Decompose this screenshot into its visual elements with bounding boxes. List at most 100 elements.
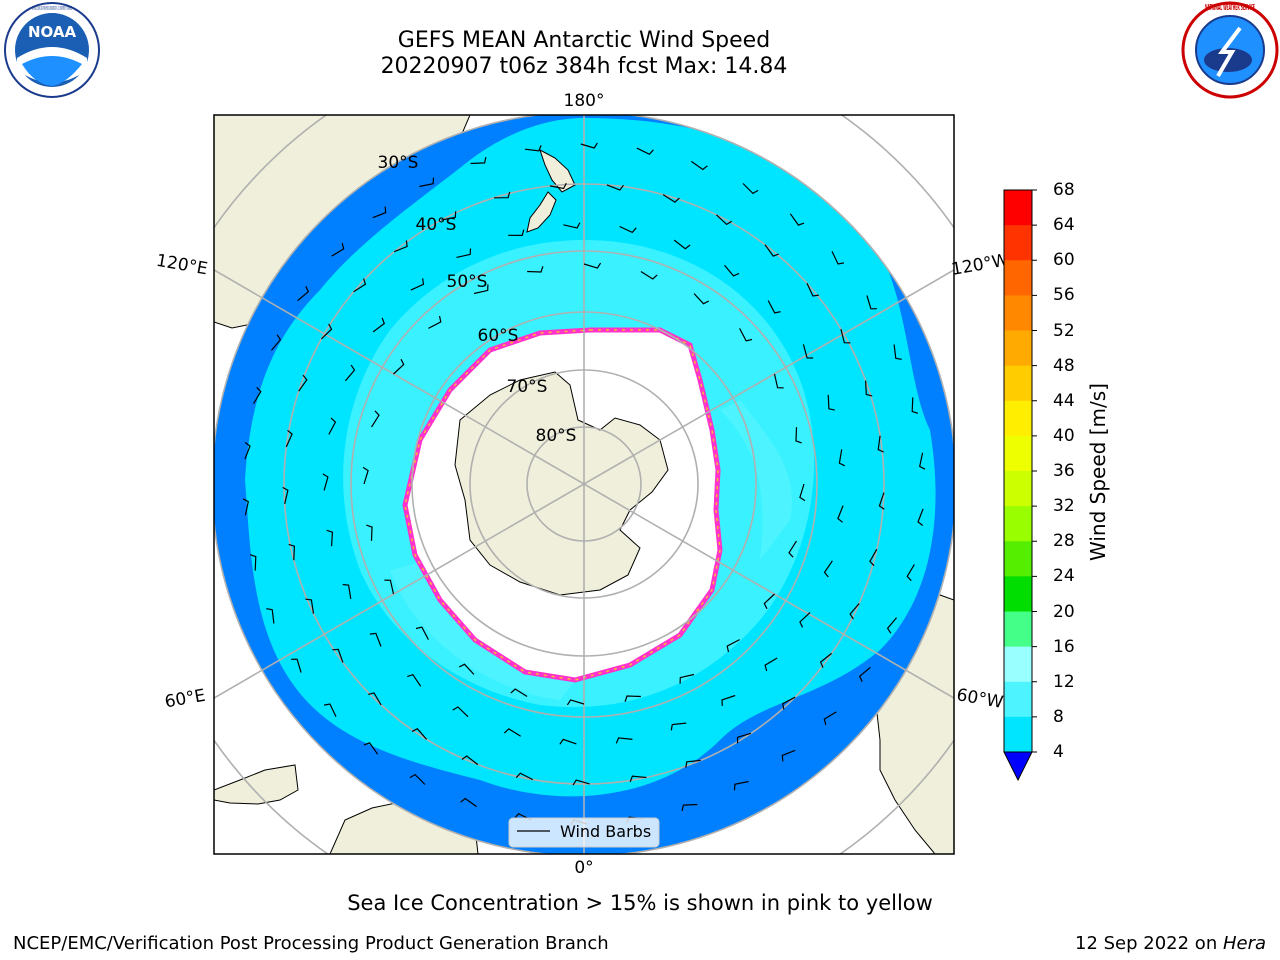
colorbar-segment [1004, 365, 1032, 402]
wind-barb [515, 772, 534, 781]
wind-barb [297, 285, 310, 302]
wind-barb [282, 486, 289, 505]
lon-label-120w: 120°W [950, 250, 1011, 280]
wind-barb [372, 206, 387, 219]
colorbar-tick-label: 68 [1053, 180, 1075, 200]
wind-barb [691, 160, 708, 171]
noaa-ring-text: NATIONAL OCEANIC AND ATMOSPHERIC ADMINIS… [32, 6, 72, 12]
wind-barb [640, 270, 658, 280]
map-frame [213, 114, 955, 855]
wind-barb [242, 498, 249, 516]
colorbar-segment [1004, 471, 1032, 507]
wind-barb [662, 194, 680, 203]
wind-barb [831, 251, 845, 265]
wind-barb [320, 323, 333, 340]
wind-barb [460, 797, 477, 808]
wind-barb [458, 663, 475, 675]
wind-barb [679, 673, 695, 684]
wind-barb [372, 317, 386, 333]
wind-barb [323, 703, 337, 717]
wind-barb [253, 386, 262, 404]
wind-barb [298, 374, 308, 392]
nws-logo: NATIONAL WEATHER SERVICE [1181, 1, 1279, 99]
wind-barb [559, 738, 577, 745]
wind-barb [866, 295, 877, 310]
wind-barb [819, 652, 832, 668]
wind-barb [353, 278, 367, 293]
wind-barb [919, 452, 926, 470]
wind-barb [673, 239, 691, 250]
wind-barb [878, 492, 885, 510]
colorbar-tick-label: 36 [1053, 461, 1075, 481]
land-antarctica [454, 371, 669, 596]
wind-barb [419, 177, 435, 188]
wind-barb [508, 229, 525, 237]
chart-title: GEFS MEAN Antarctic Wind Speed [397, 28, 771, 53]
colorbar-segment [1004, 646, 1032, 683]
wind-barb [285, 429, 293, 448]
wind-barb [906, 564, 915, 582]
wind-barb [736, 732, 752, 744]
wind-barb [549, 182, 567, 190]
footer-host: Hera [1222, 933, 1266, 954]
wind-barb [721, 694, 736, 706]
colorbar-tick-label: 28 [1053, 531, 1075, 552]
wind-barb [452, 706, 469, 718]
colorbar-segment [1004, 295, 1032, 331]
wind-barb [473, 284, 489, 295]
wind-barb [715, 214, 733, 226]
wind-barb [781, 749, 796, 762]
colorbar-tick-label: 56 [1053, 285, 1075, 306]
colorbar-tick-label: 8 [1053, 706, 1064, 727]
wind-barb [827, 394, 835, 411]
colorbar-tick-label: 24 [1053, 566, 1075, 587]
wind-barb [342, 583, 352, 600]
wind-barb [563, 222, 581, 229]
colorbar-segment [1004, 611, 1032, 648]
wind-barb [917, 508, 924, 526]
legend-wind-barbs: Wind Barbs [560, 822, 651, 841]
wind-barb [869, 548, 878, 567]
lon-label-60e: 60°E [163, 686, 207, 713]
wind-barb [362, 466, 369, 485]
wind-barb [806, 283, 819, 297]
nws-ring-text: NATIONAL WEATHER SERVICE [1205, 3, 1255, 12]
colorbar-tick-label: 52 [1053, 320, 1075, 341]
wind-barb [470, 156, 487, 165]
lat-label-30s: 30°S [378, 153, 419, 173]
wind-barb [366, 524, 373, 541]
wind-barb [849, 603, 860, 620]
wind-barb [363, 742, 379, 755]
chart-subtitle: 20220907 t06z 384h fcst Max: 14.84 [380, 54, 788, 79]
lon-label-60w: 60°W [955, 685, 1005, 713]
wind-barb [724, 264, 740, 277]
wind-barb [580, 142, 598, 149]
colorbar-tick-label: 48 [1053, 355, 1075, 376]
wind-barb [249, 554, 257, 571]
lat-label-40s: 40°S [416, 215, 457, 235]
wind-barb [823, 560, 833, 578]
wind-barb [322, 473, 329, 491]
wind-barb [328, 417, 337, 435]
wind-barb [409, 773, 426, 785]
wind-barb [368, 692, 382, 706]
wind-barb [456, 248, 472, 258]
colorbar-segment [1004, 506, 1032, 542]
wind-barb [583, 262, 602, 269]
wind-barb [795, 427, 802, 444]
wind-barb [799, 483, 806, 502]
map-area: Wind Barbs [214, 115, 954, 854]
wind-barb [332, 648, 344, 663]
wind-barb [428, 315, 442, 329]
wind-barb [726, 639, 740, 653]
colorbar-segment [1004, 190, 1032, 226]
wind-barb [411, 728, 428, 740]
colorbar-tick-label: 32 [1053, 496, 1075, 517]
wind-barb [629, 775, 647, 783]
wind-barb [572, 779, 590, 786]
wind-barb [244, 442, 251, 460]
colorbar-segment [1004, 400, 1032, 437]
wind-barb [837, 505, 844, 523]
colorbar-extend-arrow [1003, 751, 1033, 782]
